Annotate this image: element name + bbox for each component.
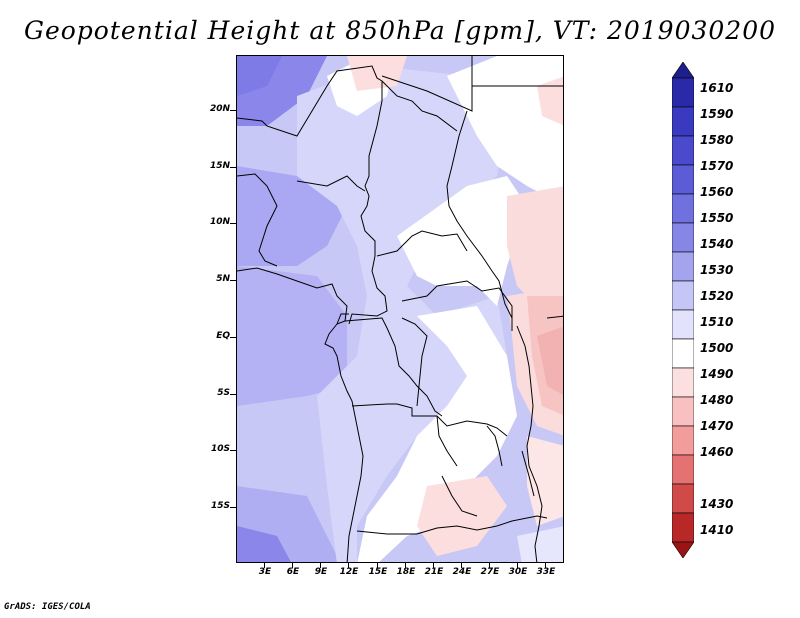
colorbar-label: 1570 — [700, 159, 734, 173]
colorbar-top-arrow — [672, 62, 694, 79]
lon-tick — [377, 563, 378, 568]
lon-tick — [461, 563, 462, 568]
lon-tick — [264, 563, 265, 568]
colorbar-swatch — [672, 193, 694, 224]
lon-tick — [517, 563, 518, 568]
lon-label: 18E — [396, 567, 416, 577]
colorbar-label: 1480 — [700, 393, 734, 407]
colorbar-swatch — [672, 77, 694, 108]
colorbar-swatch — [672, 251, 694, 282]
colorbar-swatch — [672, 454, 694, 485]
lon-label: 21E — [424, 567, 444, 577]
colorbar-label: 1530 — [700, 263, 734, 277]
lat-label: 5S — [217, 388, 230, 398]
colorbar-swatch — [672, 396, 694, 427]
colorbar-swatch — [672, 135, 694, 166]
colorbar-label: 1540 — [700, 237, 734, 251]
grads-credit: GrADS: IGES/COLA — [4, 602, 91, 612]
lon-tick — [489, 563, 490, 568]
colorbar-label: 1470 — [700, 419, 734, 433]
lat-label: 10N — [209, 217, 230, 227]
lon-label: 27E — [480, 567, 500, 577]
colorbar-label: 1460 — [700, 445, 734, 459]
lat-tick — [230, 394, 236, 395]
lat-tick — [230, 167, 236, 168]
colorbar-label: 1590 — [700, 107, 734, 121]
lat-label: 20N — [209, 104, 230, 114]
lat-tick — [230, 110, 236, 111]
colorbar-label: 1500 — [700, 341, 734, 355]
lat-tick — [230, 223, 236, 224]
colorbar-swatch — [672, 425, 694, 456]
colorbar-swatch — [672, 309, 694, 340]
lat-tick — [230, 450, 236, 451]
colorbar-label: 1490 — [700, 367, 734, 381]
colorbar-swatch — [672, 338, 694, 369]
colorbar-swatch — [672, 512, 694, 543]
colorbar-swatch — [672, 280, 694, 311]
lon-label: 33E — [536, 567, 556, 577]
lat-tick — [230, 280, 236, 281]
colorbar-label: 1410 — [700, 523, 734, 537]
colorbar — [672, 62, 694, 558]
colorbar-swatch — [672, 164, 694, 195]
colorbar-label: 1560 — [700, 185, 734, 199]
lat-tick — [230, 507, 236, 508]
colorbar-bottom-arrow — [672, 541, 694, 558]
colorbar-label: 1430 — [700, 497, 734, 511]
lon-tick — [348, 563, 349, 568]
map-title: Geopotential Height at 850hPa [gpm], VT:… — [23, 16, 777, 45]
lon-label: 30E — [508, 567, 528, 577]
lat-label: 10S — [210, 444, 230, 454]
lat-label: 5N — [216, 274, 230, 284]
lat-tick — [230, 337, 236, 338]
geopotential-field-map — [237, 56, 563, 562]
colorbar-label: 1610 — [700, 81, 734, 95]
colorbar-label: 1520 — [700, 289, 734, 303]
lat-label: 15S — [210, 501, 230, 511]
lon-label: 6E — [286, 567, 300, 577]
lon-label: 3E — [258, 567, 272, 577]
lon-label: 15E — [368, 567, 388, 577]
lon-tick — [292, 563, 293, 568]
colorbar-label: 1550 — [700, 211, 734, 225]
colorbar-label: 1510 — [700, 315, 734, 329]
colorbar-swatch — [672, 367, 694, 398]
lat-label: EQ — [216, 331, 230, 341]
lon-tick — [433, 563, 434, 568]
lon-tick — [405, 563, 406, 568]
colorbar-swatch — [672, 106, 694, 137]
lon-label: 9E — [314, 567, 328, 577]
colorbar-swatch — [672, 483, 694, 514]
map-panel — [236, 55, 564, 563]
lon-tick — [320, 563, 321, 568]
lon-tick — [545, 563, 546, 568]
lon-label: 24E — [452, 567, 472, 577]
colorbar-label: 1580 — [700, 133, 734, 147]
colorbar-swatch — [672, 222, 694, 253]
lon-label: 12E — [339, 567, 359, 577]
lat-label: 15N — [209, 161, 230, 171]
